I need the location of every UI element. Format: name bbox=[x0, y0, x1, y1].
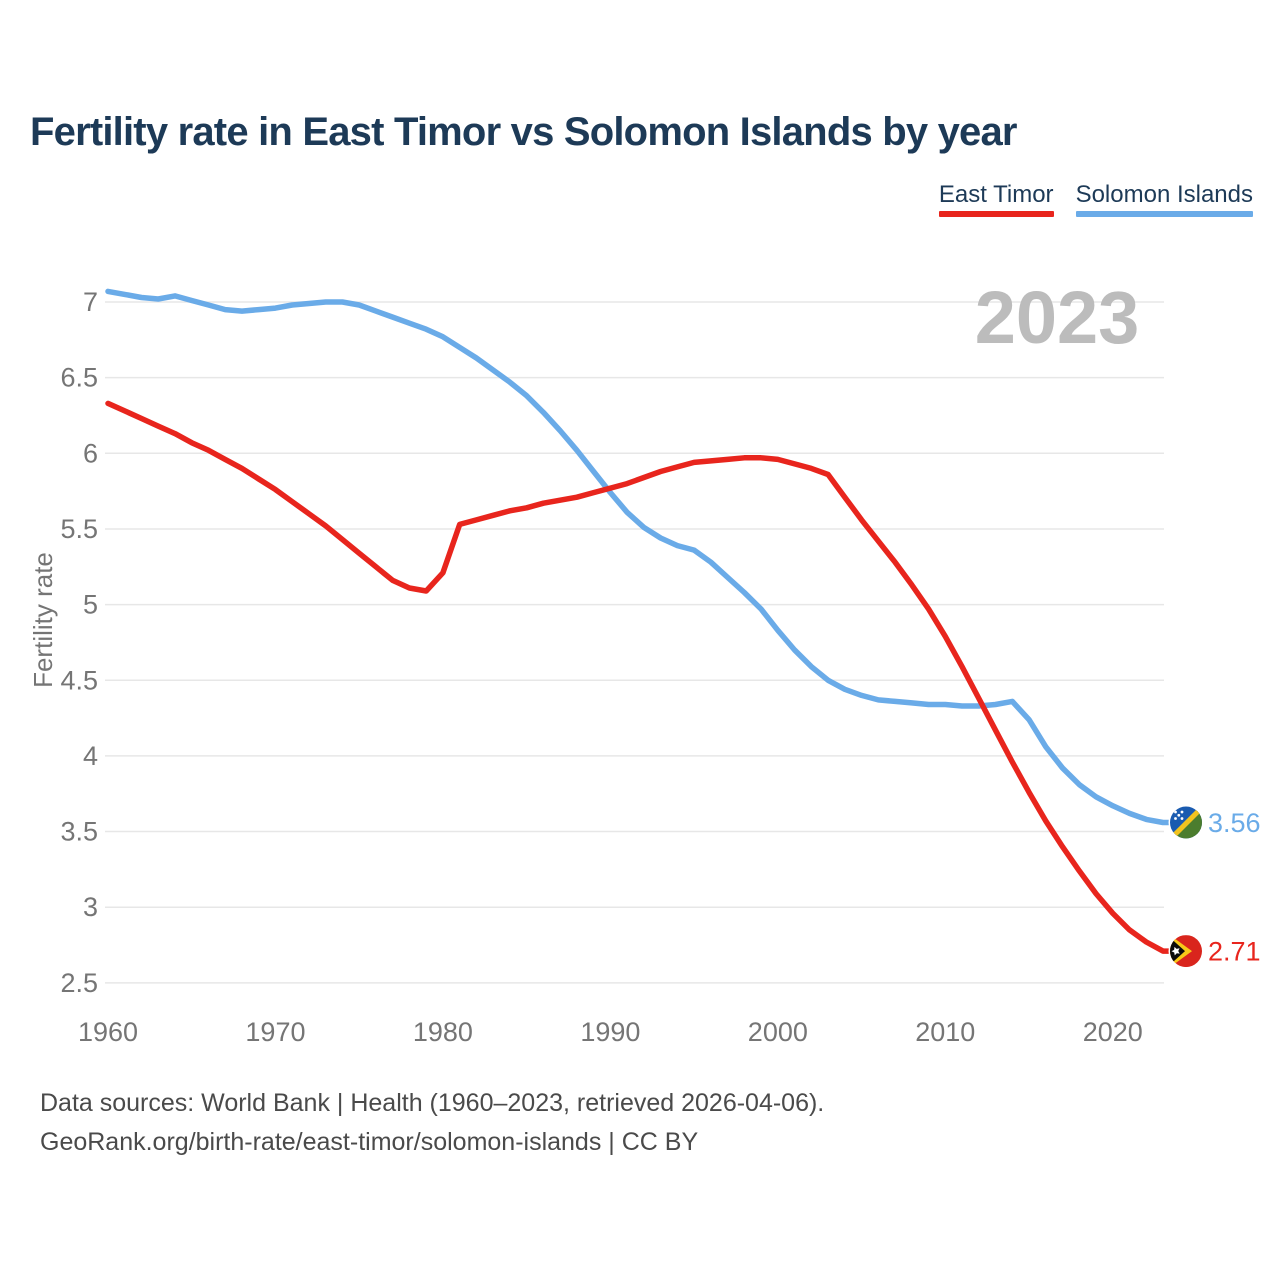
x-tick-2010: 2010 bbox=[915, 1017, 975, 1047]
legend: East Timor Solomon Islands bbox=[938, 181, 1253, 217]
flag-star bbox=[1177, 813, 1181, 817]
x-tick-1960: 1960 bbox=[78, 1017, 138, 1047]
y-tick-4: 4 bbox=[83, 741, 98, 771]
flag-white-star bbox=[1171, 946, 1180, 956]
flag-star bbox=[1174, 817, 1177, 820]
y-tick-2.5: 2.5 bbox=[60, 968, 98, 998]
flag-star bbox=[1174, 810, 1177, 814]
flag-yellow-stripe bbox=[1170, 806, 1202, 839]
solomon-islands-flag-icon[interactable] bbox=[1168, 804, 1204, 840]
legend-label-solomon-islands: Solomon Islands bbox=[1075, 181, 1253, 208]
y-tick-5: 5 bbox=[83, 590, 98, 620]
flag-star bbox=[1180, 810, 1184, 814]
solomon-islands-end-value: 3.56 bbox=[1208, 808, 1261, 838]
year-watermark: 2023 bbox=[975, 276, 1140, 359]
east-timor-flag-art bbox=[1170, 935, 1202, 968]
solomon-islands-flag-art bbox=[1170, 806, 1202, 839]
east-timor-end-value: 2.71 bbox=[1208, 937, 1261, 967]
x-tick-1980: 1980 bbox=[413, 1017, 473, 1047]
legend-color-bar-solomon-islands bbox=[1075, 211, 1253, 217]
y-tick-3: 3 bbox=[83, 892, 98, 922]
legend-item-east-timor[interactable]: East Timor bbox=[938, 181, 1054, 217]
east-timor-flag-icon[interactable] bbox=[1168, 933, 1204, 969]
x-tick-2000: 2000 bbox=[748, 1017, 808, 1047]
data-source-footer: Data sources: World Bank | Health (1960–… bbox=[40, 1084, 824, 1162]
solomon-islands-series-line[interactable] bbox=[105, 288, 1183, 826]
legend-color-bar-east-timor bbox=[938, 211, 1054, 217]
x-tick-1970: 1970 bbox=[245, 1017, 305, 1047]
page-title: Fertility rate in East Timor vs Solomon … bbox=[30, 110, 1018, 154]
flag-star bbox=[1180, 817, 1184, 820]
y-tick-3.5: 3.5 bbox=[60, 817, 98, 847]
y-tick-6.5: 6.5 bbox=[60, 363, 98, 393]
x-tick-1990: 1990 bbox=[580, 1017, 640, 1047]
y-tick-6: 6 bbox=[83, 438, 98, 468]
east-timor-series-line[interactable] bbox=[105, 400, 1183, 954]
legend-item-solomon-islands[interactable]: Solomon Islands bbox=[1075, 181, 1253, 217]
y-axis-title: Fertility rate bbox=[28, 552, 58, 688]
legend-label-east-timor: East Timor bbox=[938, 181, 1054, 208]
footer-sources-line: Data sources: World Bank | Health (1960–… bbox=[40, 1089, 825, 1117]
y-tick-5.5: 5.5 bbox=[60, 514, 98, 544]
x-tick-2020: 2020 bbox=[1083, 1017, 1143, 1047]
y-tick-4.5: 4.5 bbox=[60, 665, 98, 695]
footer-attribution-line: GeoRank.org/birth-rate/east-timor/solomo… bbox=[40, 1128, 699, 1156]
y-tick-7: 7 bbox=[83, 287, 98, 317]
